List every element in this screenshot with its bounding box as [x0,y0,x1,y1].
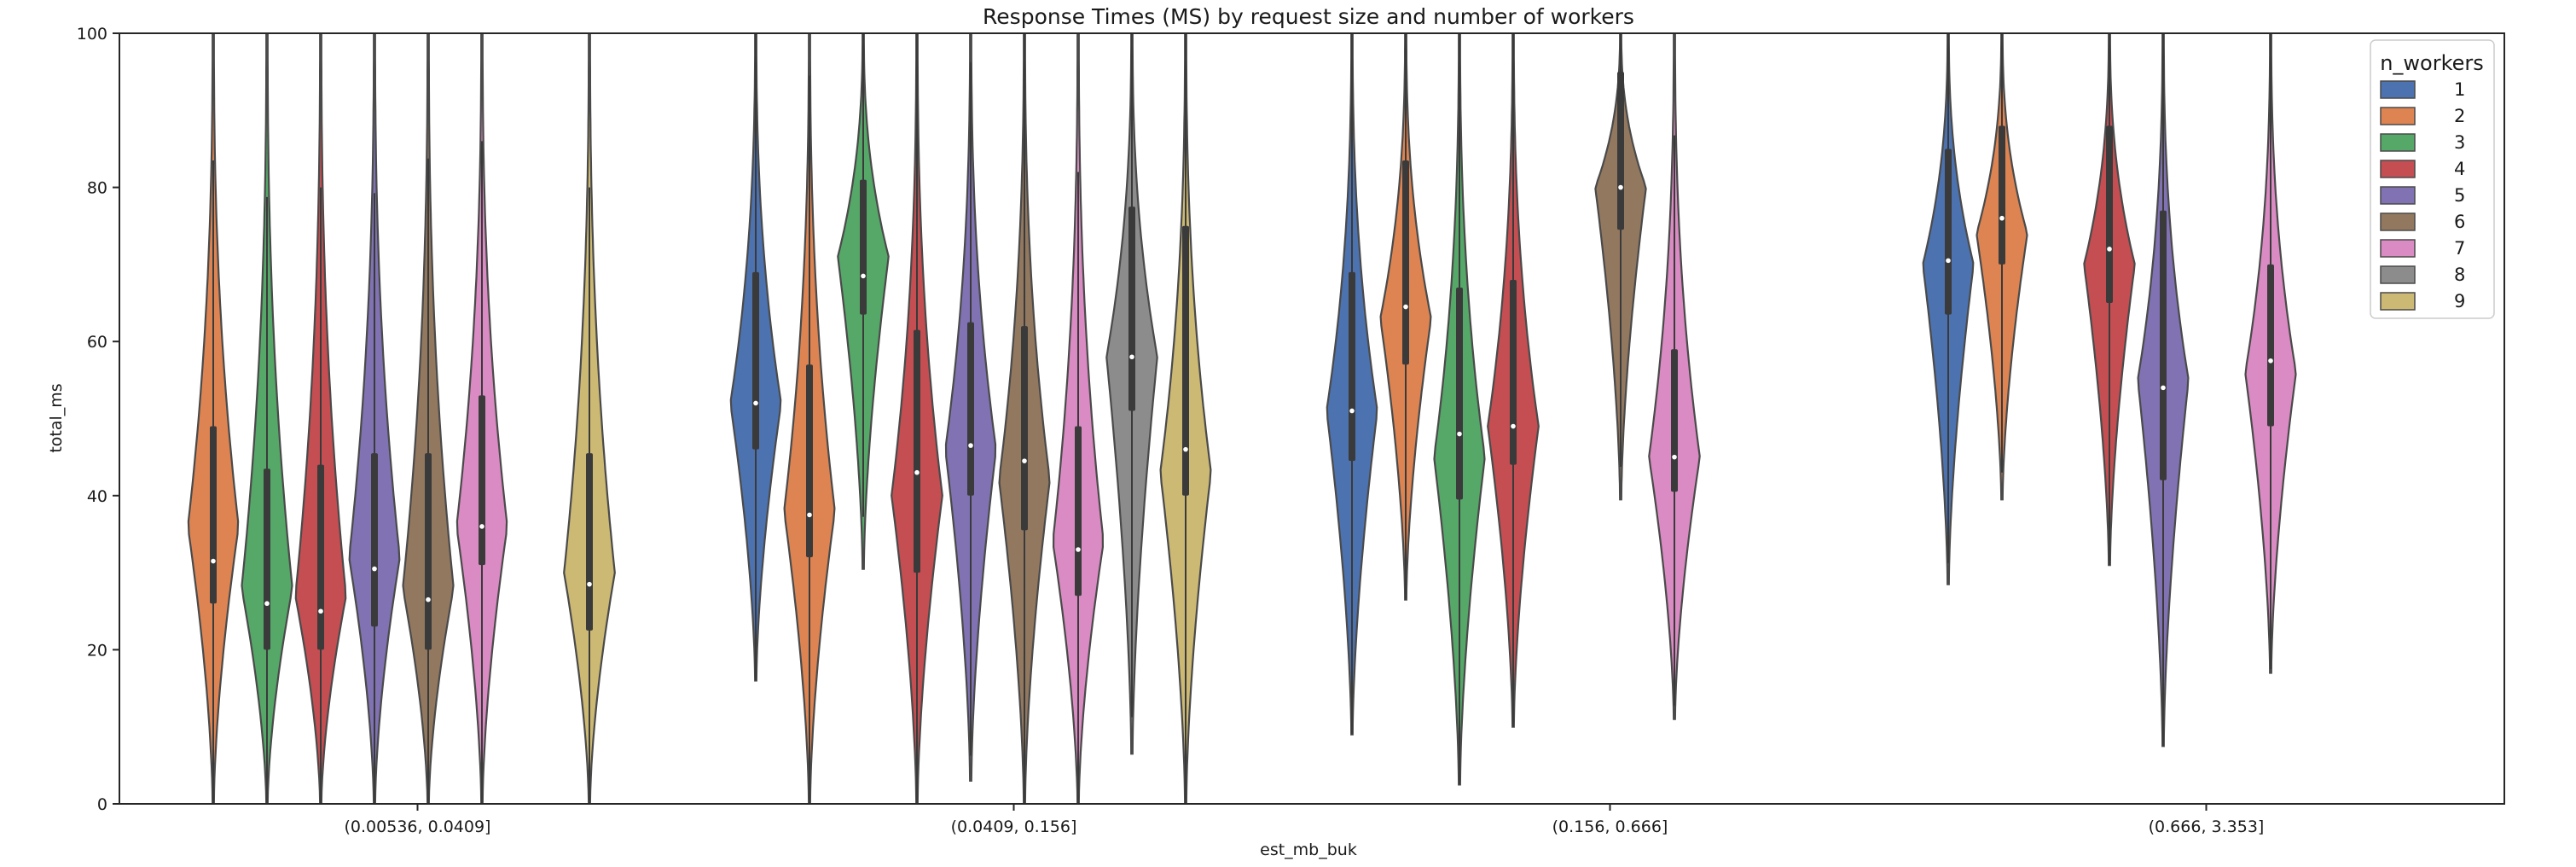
legend-label: 5 [2454,185,2465,206]
violin-median [2268,358,2273,364]
legend-label: 1 [2454,79,2465,100]
violin-median [372,566,377,572]
y-tick-label: 100 [77,25,107,44]
x-tick-label: (0.00536, 0.0409] [345,818,491,836]
legend-swatch [2380,160,2416,178]
violin-median [1999,215,2005,221]
violin-median [1129,354,1134,360]
violin-iqr-box [1510,279,1517,465]
legend-label: 6 [2454,212,2465,232]
y-axis: 0 20 40 60 80 100 [77,25,119,814]
violin-iqr-box [1456,287,1463,500]
violin-iqr-box [752,271,759,450]
violin-median [1672,454,1677,460]
violin-layer [187,33,2297,804]
legend-swatch [2380,107,2416,125]
legend-swatch [2380,292,2416,311]
violin-median [1511,423,1516,429]
violin-median [968,443,973,448]
violin-iqr-box [1945,148,1952,315]
violin-iqr-box [2106,125,2113,304]
violin-iqr-box [479,395,485,566]
legend-label: 4 [2454,159,2465,179]
violin-iqr-box [1128,207,1135,411]
violin-iqr-box [317,464,324,650]
violin-iqr-box [967,322,974,496]
plot-frame [119,32,2505,805]
violin-median [807,512,812,518]
x-axis: (0.00536, 0.0409] (0.0409, 0.156] (0.156, … [345,804,2265,836]
violin-median [861,273,866,279]
y-axis-label: total_ms [47,383,66,452]
violin-iqr-box [2267,264,2274,427]
violin-median [587,581,592,587]
legend-title: n_workers [2380,51,2484,75]
violin-median [426,596,431,602]
violin-iqr-box [371,453,378,627]
legend-swatch [2380,186,2416,205]
violin-median [264,601,270,607]
legend-swatch [2380,212,2416,231]
violin-median [2107,247,2112,252]
y-tick-label: 60 [87,333,107,352]
violin-iqr-box [1349,271,1355,462]
legend-swatch [2380,239,2416,258]
y-tick-label: 80 [87,179,107,198]
violin-median [1457,431,1462,437]
violin-median [1349,408,1355,414]
violin-iqr-box [1999,125,2005,265]
legend-label: 3 [2454,132,2465,153]
violin-iqr-box [425,453,432,650]
violin-median [1618,184,1623,190]
violin-median [1022,458,1027,463]
x-tick-label: (0.0409, 0.156] [951,818,1077,836]
legend: n_workers 1 2 3 4 5 6 7 8 9 [2370,39,2495,319]
y-tick-label: 0 [97,795,107,814]
legend-label: 7 [2454,238,2465,259]
violin-iqr-box [806,364,813,558]
violin-iqr-box [1182,225,1189,496]
violin-median [1076,547,1081,552]
x-tick-label: (0.156, 0.666] [1552,818,1668,836]
legend-label: 2 [2454,106,2465,126]
violin-iqr-box [860,179,867,315]
violin-iqr-box [914,329,920,573]
violin-median [914,469,920,475]
violin-median [1403,304,1408,310]
legend-swatch [2380,80,2416,99]
violin-median [753,400,758,406]
violin-median [318,608,323,614]
violin-median [2161,385,2166,391]
y-tick-label: 40 [87,487,107,506]
violin-iqr-box [586,453,593,631]
violin-iqr-box [1671,349,1678,492]
legend-label: 9 [2454,291,2465,311]
violin-median [1183,446,1188,452]
violin-iqr-box [1021,326,1028,531]
legend-swatch [2380,265,2416,284]
y-tick-label: 20 [87,641,107,660]
violin-iqr-box [210,426,217,604]
legend-swatch [2380,133,2416,152]
legend-label: 8 [2454,265,2465,285]
x-axis-label: est_mb_buk [1260,841,1357,859]
x-tick-label: (0.666, 3.353] [2149,818,2265,836]
violin-median [1946,258,1951,264]
violin-median [479,524,484,529]
violin-iqr-box [264,468,270,650]
violin-iqr-box [1402,160,1409,365]
violin-iqr-box [1075,426,1082,596]
chart-title: Response Times (MS) by request size and … [983,4,1634,29]
violin-median [211,558,216,564]
violin-iqr-box [1617,72,1624,230]
violin-iqr-box [2160,210,2167,480]
